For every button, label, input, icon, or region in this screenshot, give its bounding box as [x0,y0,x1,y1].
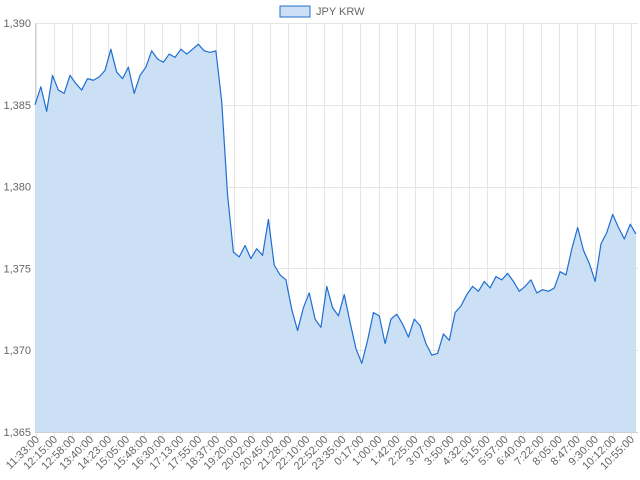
legend-label: JPY KRW [316,6,365,18]
y-tick-label: 1,370 [3,345,31,357]
x-axis: 11:33:0012:15:0012:58:0013:40:0014:23:00… [4,434,637,473]
y-axis: 1,365 1,370 1,375 1,380 1,385 1,390 [3,18,31,439]
plot-area [34,43,637,433]
y-tick-label: 1,380 [3,182,31,194]
y-tick-label: 1,385 [3,100,31,112]
y-tick-label: 1,375 [3,263,31,275]
series-area-fill [35,44,636,433]
series-line-jpy-krw [34,43,637,364]
y-tick-label: 1,390 [3,18,31,30]
legend[interactable]: JPY KRW [279,5,365,18]
y-tick-label: 1,365 [3,427,31,439]
legend-swatch [279,5,311,18]
